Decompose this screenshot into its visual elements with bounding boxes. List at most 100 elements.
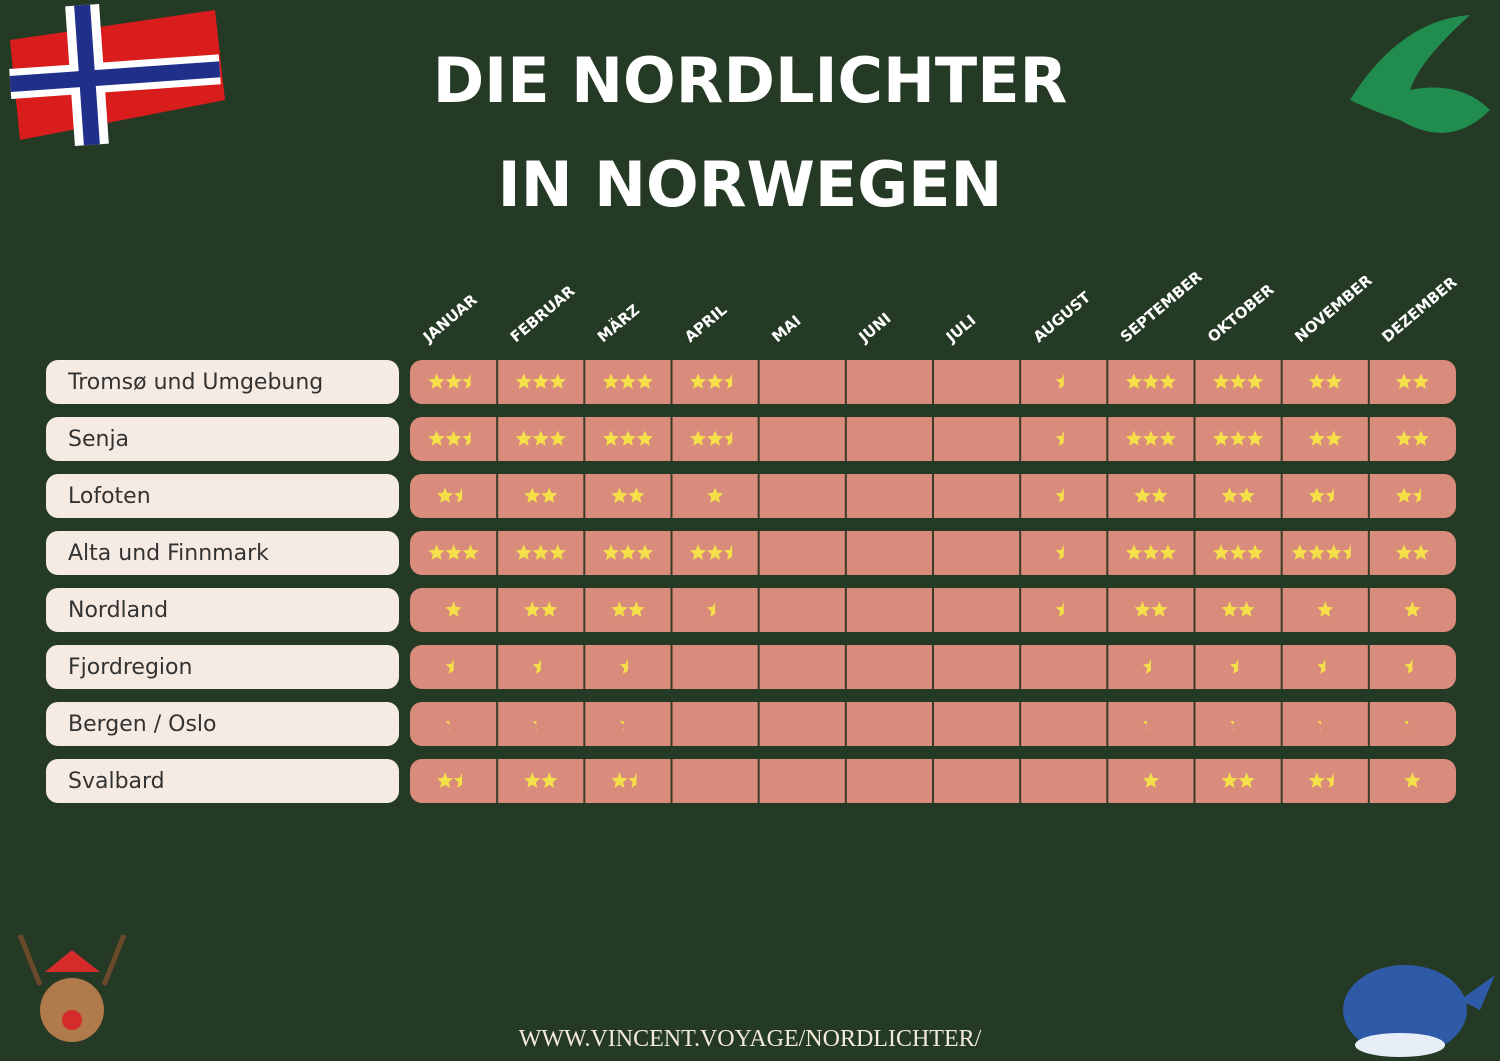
star	[628, 601, 645, 617]
star	[532, 430, 549, 446]
star	[1317, 601, 1334, 617]
star-rating	[428, 430, 471, 446]
star	[524, 601, 541, 617]
star-rating	[1213, 373, 1264, 389]
star-rating	[611, 487, 645, 503]
star	[1221, 772, 1238, 788]
star-rating	[437, 487, 463, 503]
star-rating	[1395, 487, 1421, 503]
star	[1325, 373, 1342, 389]
star	[1055, 544, 1064, 560]
star-rating	[515, 430, 566, 446]
star	[445, 721, 450, 731]
star-rating	[445, 721, 450, 731]
star	[636, 373, 653, 389]
star	[549, 430, 566, 446]
star	[445, 658, 454, 674]
star-rating	[1317, 658, 1326, 674]
star-rating	[1055, 544, 1064, 560]
star-rating	[1308, 772, 1334, 788]
star	[1159, 544, 1176, 560]
star	[462, 373, 471, 389]
star	[1308, 487, 1325, 503]
star	[1325, 430, 1342, 446]
star	[1134, 601, 1151, 617]
star	[628, 772, 637, 788]
star	[690, 373, 707, 389]
star	[1142, 373, 1159, 389]
aurora	[1350, 15, 1490, 133]
star-rating	[619, 658, 628, 674]
star-rating	[532, 721, 537, 731]
star-rating	[437, 772, 463, 788]
star	[1134, 487, 1151, 503]
star-rating	[690, 544, 733, 560]
star-rating	[1395, 430, 1429, 446]
star-rating	[1308, 430, 1342, 446]
star-rating	[515, 544, 566, 560]
star	[515, 373, 532, 389]
star	[1404, 772, 1421, 788]
row-label-box	[46, 474, 399, 518]
star	[1325, 772, 1334, 788]
star	[1238, 772, 1255, 788]
row-label-box	[46, 588, 399, 632]
star	[1395, 487, 1412, 503]
star	[1325, 487, 1334, 503]
star	[628, 487, 645, 503]
star	[532, 544, 549, 560]
star	[1230, 721, 1234, 731]
star	[619, 721, 624, 731]
star	[1159, 430, 1176, 446]
star-rating	[1404, 658, 1413, 674]
star	[636, 430, 653, 446]
star	[690, 544, 707, 560]
star	[1213, 373, 1230, 389]
star	[1404, 721, 1409, 731]
star	[1142, 430, 1159, 446]
whale	[1343, 965, 1495, 1057]
row-label: Alta und Finnmark	[68, 541, 269, 566]
star-rating	[1125, 544, 1176, 560]
star	[1342, 544, 1351, 560]
star-rating	[1142, 658, 1151, 674]
star-rating	[690, 373, 733, 389]
star	[690, 430, 707, 446]
row-label-box	[46, 360, 399, 404]
star	[462, 430, 471, 446]
star	[602, 544, 619, 560]
reindeer	[17, 934, 127, 1042]
star-rating	[428, 544, 479, 560]
star	[1151, 487, 1168, 503]
flag	[9, 3, 225, 147]
star	[541, 487, 558, 503]
star-rating	[1395, 544, 1429, 560]
star	[724, 373, 733, 389]
star-rating	[602, 544, 653, 560]
star	[602, 373, 619, 389]
star	[1291, 544, 1308, 560]
star-rating	[1055, 487, 1064, 503]
star	[707, 373, 724, 389]
star-rating	[524, 601, 558, 617]
star-rating	[445, 658, 454, 674]
row-label: Fjordregion	[68, 655, 192, 680]
star	[611, 601, 628, 617]
star	[1317, 721, 1321, 731]
star	[1238, 601, 1255, 617]
star	[454, 487, 463, 503]
star	[515, 430, 532, 446]
star	[1055, 601, 1064, 617]
star-rating	[1308, 373, 1342, 389]
star-rating	[1404, 772, 1421, 788]
star	[619, 544, 636, 560]
star-rating	[1395, 373, 1429, 389]
star	[1221, 487, 1238, 503]
star-rating	[602, 430, 653, 446]
row-label: Lofoten	[68, 484, 151, 509]
star	[454, 772, 463, 788]
star	[619, 430, 636, 446]
star-rating	[1221, 772, 1255, 788]
star	[1404, 658, 1413, 674]
star-rating	[1404, 601, 1421, 617]
